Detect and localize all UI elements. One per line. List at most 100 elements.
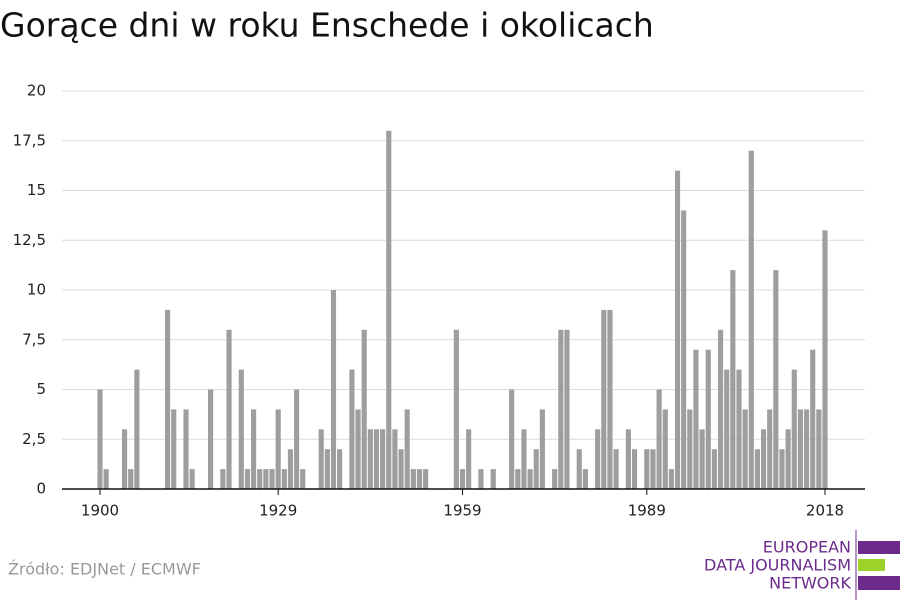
bar <box>748 150 754 489</box>
y-tick-label: 5 <box>36 380 46 398</box>
y-tick-label: 7,5 <box>22 330 46 348</box>
bar <box>515 469 521 489</box>
bar <box>816 409 822 489</box>
bar <box>165 309 171 489</box>
bar <box>275 409 281 489</box>
bar <box>392 429 398 489</box>
bar <box>183 409 189 489</box>
bar <box>631 449 638 489</box>
y-tick-label: 10 <box>27 281 46 299</box>
bar <box>404 409 410 489</box>
bar <box>367 429 373 489</box>
bar <box>208 389 214 489</box>
bar <box>552 469 558 489</box>
bar <box>416 469 423 489</box>
bar <box>386 130 392 490</box>
bar <box>662 409 668 489</box>
bar <box>668 469 674 489</box>
bar <box>373 429 380 489</box>
bar <box>699 429 705 489</box>
bar <box>97 389 103 489</box>
bar <box>490 469 496 489</box>
bar <box>361 329 367 489</box>
x-tick-label: 1959 <box>443 502 481 520</box>
bar <box>681 210 687 489</box>
logo: EUROPEAN DATA JOURNALISM NETWORK <box>704 530 900 600</box>
bar <box>410 469 416 489</box>
bar <box>459 469 466 489</box>
bar <box>797 409 803 489</box>
bar <box>785 429 791 489</box>
bar <box>736 369 742 489</box>
logo-text: DATA JOURNALISM <box>704 556 851 575</box>
bar <box>564 329 570 489</box>
bar <box>423 469 429 489</box>
bar <box>803 409 810 489</box>
y-tick-label: 15 <box>27 181 46 199</box>
bar <box>687 409 693 489</box>
bar <box>355 409 361 489</box>
bar <box>779 449 785 489</box>
x-tick-label: 1929 <box>259 502 297 520</box>
bar <box>760 429 767 489</box>
bar <box>693 349 699 489</box>
bar <box>705 349 711 489</box>
bar <box>767 409 773 489</box>
bar <box>773 270 779 489</box>
bar <box>122 429 128 489</box>
y-tick-label: 12,5 <box>13 231 46 249</box>
bar <box>625 429 631 489</box>
bar <box>134 369 140 489</box>
bar <box>539 409 545 489</box>
logo-stripe <box>858 576 900 590</box>
bar <box>595 429 601 489</box>
bar <box>324 449 330 489</box>
bar <box>613 449 619 489</box>
bar <box>822 230 828 490</box>
bar <box>251 409 257 489</box>
bar <box>791 369 797 489</box>
bar <box>220 469 226 489</box>
bar <box>337 449 343 489</box>
y-tick-label: 0 <box>36 480 46 498</box>
y-tick-label: 17,5 <box>13 131 46 149</box>
source: Źródło: EDJNet / ECMWF <box>8 560 201 579</box>
bar <box>330 290 337 489</box>
x-tick-label: 1989 <box>628 502 666 520</box>
bar <box>269 469 275 489</box>
bar <box>533 449 539 489</box>
x-tick-label: 2018 <box>806 502 844 520</box>
bar <box>810 349 816 489</box>
bar <box>244 469 251 489</box>
logo-text: EUROPEAN <box>763 538 851 557</box>
bar <box>601 309 607 489</box>
bar <box>674 170 681 489</box>
bar <box>724 369 730 489</box>
x-tick-label: 1900 <box>81 502 119 520</box>
logo-text: NETWORK <box>769 574 851 593</box>
bar <box>742 409 748 489</box>
bar <box>103 469 109 489</box>
bar <box>263 469 269 489</box>
logo-stripe <box>858 559 885 571</box>
chart-title: Gorące dni w roku Enschede i okolicach <box>0 6 654 45</box>
bar <box>226 329 232 489</box>
bar <box>509 389 515 489</box>
bar <box>171 409 177 489</box>
bar <box>711 449 717 489</box>
bar <box>582 469 588 489</box>
bar <box>527 469 533 489</box>
bar <box>576 449 582 489</box>
bar <box>380 429 386 489</box>
bar <box>644 449 650 489</box>
bar <box>128 469 134 489</box>
bar <box>281 469 287 489</box>
bar <box>607 309 613 489</box>
bar <box>318 429 324 489</box>
bar <box>257 469 263 489</box>
bar <box>398 449 404 489</box>
bar <box>453 329 459 489</box>
bar <box>656 389 662 489</box>
bar <box>300 469 306 489</box>
